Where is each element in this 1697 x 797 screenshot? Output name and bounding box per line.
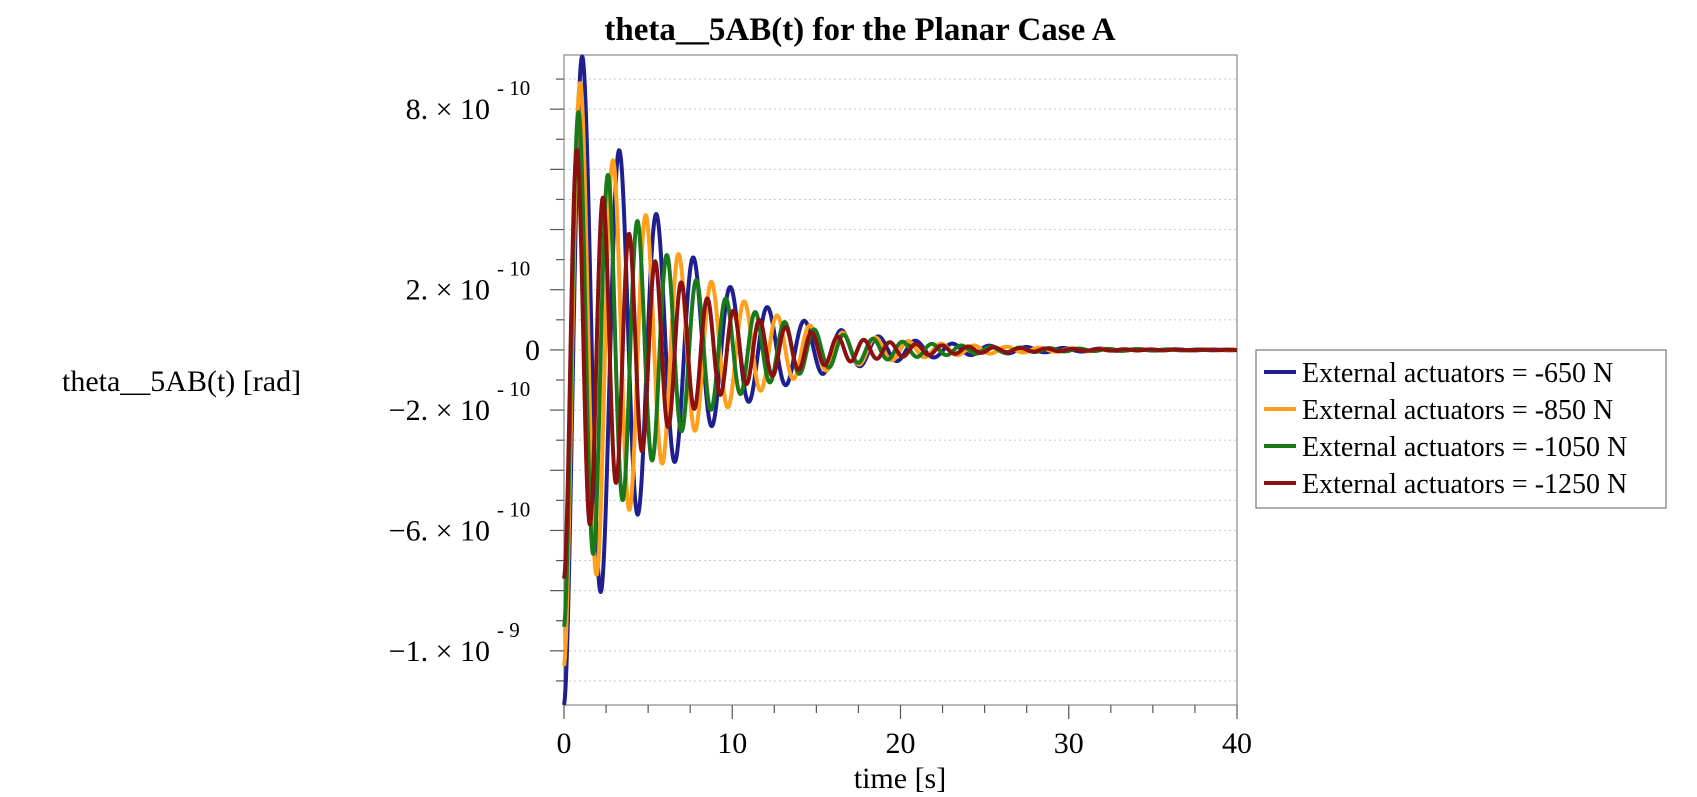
legend: External actuators = -650 N External actu…	[1255, 349, 1667, 509]
y-tick-exponent: - 10	[497, 497, 530, 521]
legend-label: External actuators = -1050 N	[1302, 432, 1627, 463]
x-axis: 0 10 20 30 40	[557, 705, 1252, 760]
y-tick-label: −6. × 10	[389, 514, 490, 547]
y-tick-label: 8. × 10	[406, 93, 490, 126]
y-tick-exponent: - 10	[497, 377, 530, 401]
y-axis-label: theta__5AB(t) [rad]	[62, 365, 301, 398]
legend-label: External actuators = -1250 N	[1302, 469, 1627, 500]
y-tick-label: 2. × 10	[406, 274, 490, 307]
grid-lines	[564, 78, 1237, 682]
series-lines	[562, 54, 1239, 706]
x-tick-label: 30	[1054, 727, 1084, 760]
x-tick-label: 20	[886, 727, 916, 760]
series-line-4	[562, 148, 1239, 579]
x-tick-label: 0	[557, 727, 572, 760]
y-axis: 8. × 10 - 10 2. × 10 - 10 0 −2. × 10 - 10 −6. ×…	[389, 76, 564, 682]
y-tick-exponent: - 9	[497, 618, 520, 642]
legend-box	[1255, 349, 1667, 509]
chart-title: theta__5AB(t) for the Planar Case A	[604, 12, 1115, 48]
y-tick-exponent: - 10	[497, 257, 530, 281]
x-tick-label: 10	[717, 727, 747, 760]
y-tick-label: 0	[525, 334, 540, 367]
y-tick-label: −2. × 10	[389, 394, 490, 427]
y-tick-exponent: - 10	[497, 76, 530, 100]
y-tick-label: −1. × 10	[389, 635, 490, 668]
x-axis-label: time [s]	[854, 762, 946, 795]
legend-label: External actuators = -650 N	[1302, 358, 1613, 389]
legend-label: External actuators = -850 N	[1302, 395, 1613, 426]
x-tick-label: 40	[1222, 727, 1252, 760]
